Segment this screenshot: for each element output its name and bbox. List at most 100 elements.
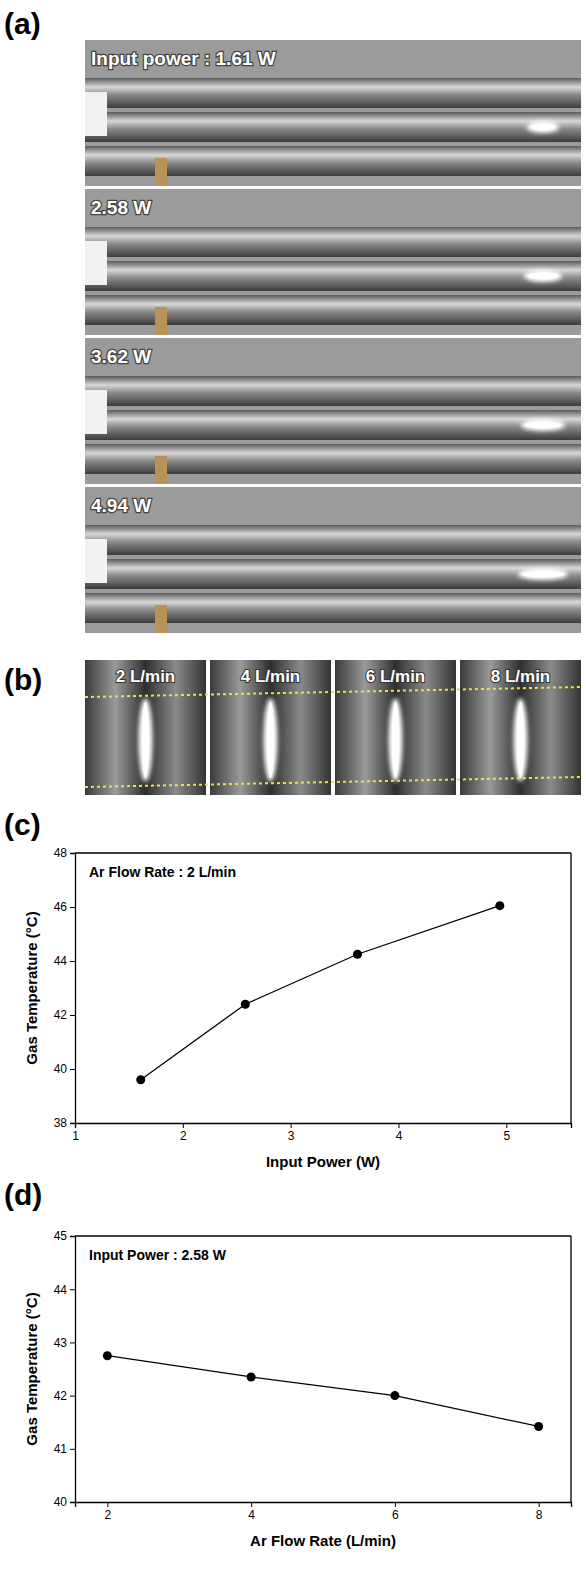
x-tick-label: 1 — [72, 1129, 79, 1143]
tube — [85, 559, 581, 589]
plasma — [517, 702, 524, 778]
holder — [85, 539, 107, 583]
y-tick-label: 42 — [54, 1389, 68, 1403]
photo-strip: 3.62 W — [85, 338, 581, 484]
data-line — [141, 906, 500, 1080]
chart: 2 4 6 8 40 41 42 43 44 45 Ar Flow Rate (L/min) Gas … — [23, 1229, 572, 1549]
x-tick: 3 — [288, 1123, 295, 1143]
y-tick-mark — [70, 1396, 75, 1397]
panel-label: (b) — [4, 663, 42, 696]
plasma-glow — [389, 698, 403, 782]
y-axis: 40 41 42 43 44 45 — [54, 1229, 76, 1509]
x-tick-label: 8 — [536, 1508, 543, 1522]
x-tick-mark — [506, 1123, 507, 1128]
x-tick-mark — [251, 1502, 252, 1507]
x-tick: 8 — [536, 1502, 543, 1522]
tube — [85, 227, 581, 257]
figure: (a) Input power : 1.61 W 2.58 W 3.62 W 4.94 … — [0, 0, 586, 1574]
plasma-glow — [139, 698, 153, 782]
photo-background — [85, 487, 581, 633]
x-tick-label: 2 — [105, 1508, 112, 1522]
y-tick: 46 — [54, 900, 75, 914]
y-axis-title: Gas Temperature (°C) — [23, 1292, 40, 1445]
y-tick: 44 — [54, 954, 75, 968]
plot-title: Input Power : 2.58 W — [89, 1247, 227, 1263]
holder — [85, 92, 107, 136]
y-tick-label: 46 — [54, 900, 68, 914]
x-tick-label: 4 — [248, 1508, 255, 1522]
plasma-glow — [527, 121, 559, 133]
x-tick: 6 — [392, 1502, 399, 1522]
photo-caption: 6 L/min — [366, 667, 426, 686]
photo-background — [85, 40, 581, 186]
y-tick-label: 38 — [54, 1116, 68, 1130]
frame — [75, 1235, 571, 1236]
y-tick: 43 — [54, 1336, 75, 1350]
photo-strip: 2.58 W — [85, 189, 581, 335]
plot-title: Ar Flow Rate : 2 L/min — [89, 864, 236, 880]
y-tick: 40 — [54, 1495, 75, 1509]
panel-label: (c) — [4, 808, 41, 841]
photo-background — [85, 189, 581, 335]
photo-tile: 2 L/min — [85, 660, 206, 795]
photo-strip: 4.94 W — [85, 487, 581, 633]
data-line — [107, 1356, 538, 1427]
photo-background — [335, 660, 456, 795]
chart: 12345384042444648Input Power (W)Gas Temp… — [23, 846, 572, 1170]
x-tick: 4 — [396, 1123, 403, 1143]
x-tick-label: 3 — [288, 1129, 295, 1143]
holder — [85, 241, 107, 285]
photo-caption: 2.58 W — [91, 197, 151, 218]
x-axis: 1 2 3 4 5 — [72, 1123, 571, 1143]
plasma-glow — [521, 419, 565, 431]
x-tick-mark — [539, 1502, 540, 1507]
tube — [85, 410, 581, 440]
y-axis-line — [70, 1237, 76, 1503]
x-axis-title: Ar Flow Rate (L/min) — [250, 1532, 396, 1549]
y-tick-mark — [70, 1015, 75, 1016]
panel-label: (a) — [4, 7, 41, 40]
data-point — [390, 1391, 399, 1400]
x-axis-title: Input Power (W) — [266, 1153, 380, 1170]
y-tick-mark — [70, 1342, 75, 1343]
photo-strip: Input power : 1.61 W — [85, 40, 581, 186]
x-tick-mark — [395, 1502, 396, 1507]
x-axis-line — [76, 1503, 572, 1508]
y-tick: 41 — [54, 1442, 75, 1456]
plasma — [522, 571, 564, 578]
y-tick: 44 — [54, 1283, 75, 1297]
y-tick: 42 — [54, 1008, 75, 1022]
photo-caption: 3.62 W — [91, 346, 151, 367]
tube — [85, 376, 581, 406]
connector — [155, 605, 167, 633]
x-tick-label: 5 — [503, 1129, 510, 1143]
x-tick-mark — [291, 1123, 292, 1128]
plasma-glow — [524, 270, 562, 282]
y-tick-mark — [70, 907, 75, 908]
data-point — [534, 1422, 543, 1431]
y-tick-mark — [70, 1289, 75, 1290]
y-tick-label: 40 — [54, 1062, 68, 1076]
data-point — [103, 1351, 112, 1360]
y-tick-label: 45 — [54, 1229, 68, 1243]
photo-background — [460, 660, 581, 795]
guide-line — [85, 687, 581, 697]
photo-caption: 4 L/min — [241, 667, 301, 686]
data-point — [241, 1000, 250, 1009]
y-tick: 38 — [54, 1116, 75, 1130]
y-tick-mark — [70, 1449, 75, 1450]
photo-tile: 4 L/min — [210, 660, 331, 795]
data-point — [247, 1372, 256, 1381]
plasma — [525, 422, 561, 429]
plasma — [531, 124, 555, 131]
tube — [85, 525, 581, 555]
x-tick: 1 — [72, 1123, 79, 1143]
photo-background — [85, 660, 206, 795]
frame — [570, 853, 571, 1123]
y-axis-line — [70, 854, 76, 1124]
guide-line — [85, 777, 581, 787]
x-tick: 5 — [503, 1123, 510, 1143]
holder — [85, 390, 107, 434]
x-tick: 2 — [180, 1123, 187, 1143]
plasma-glow — [264, 698, 278, 782]
